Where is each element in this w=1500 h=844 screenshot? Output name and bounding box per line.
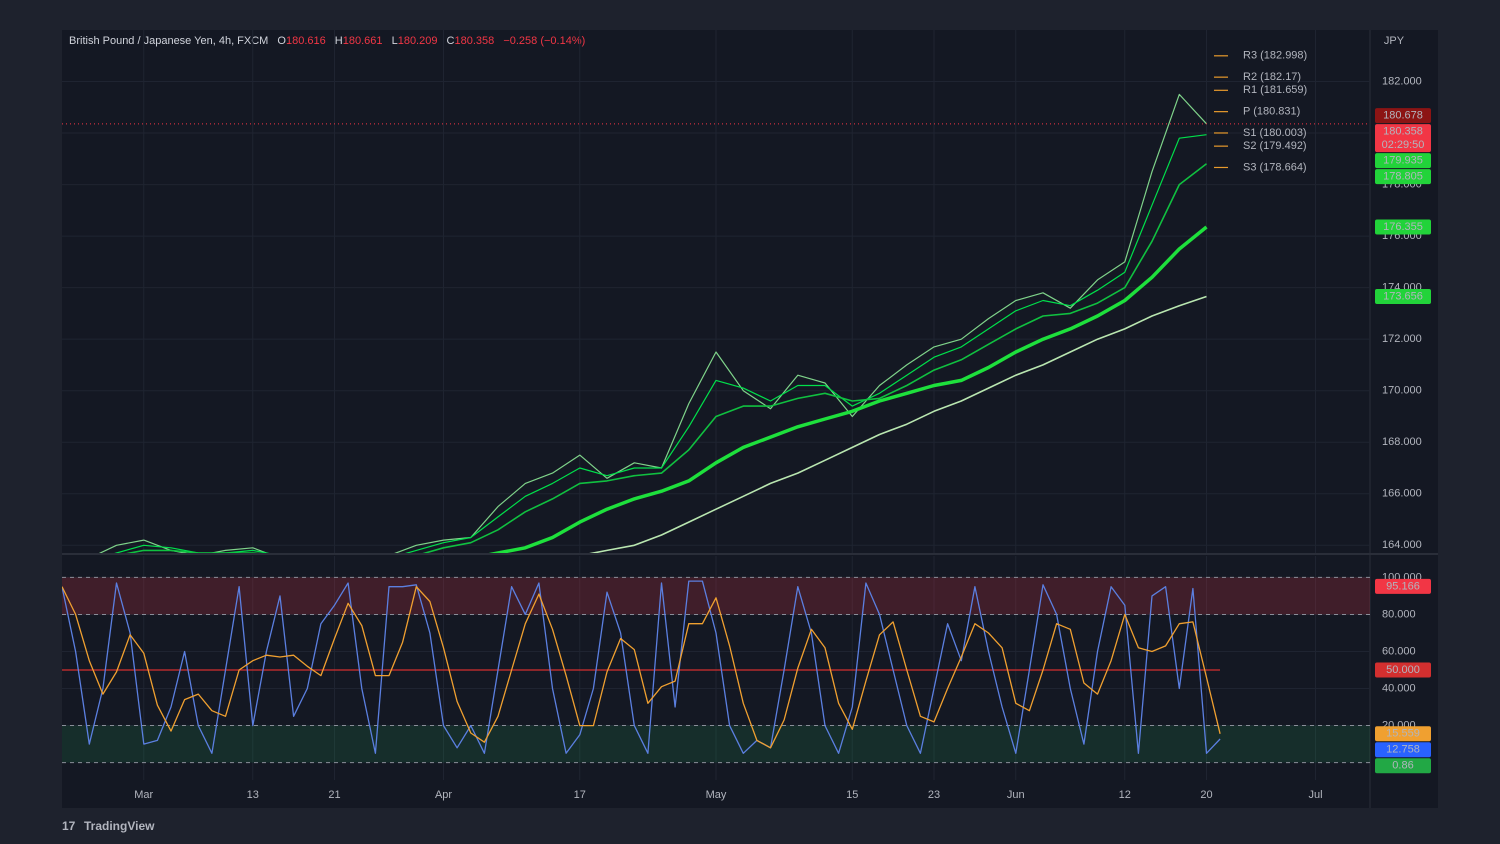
y-tick-label: 60.000 [1382, 645, 1416, 657]
series-line [98, 93, 1207, 553]
series-line [488, 225, 1208, 553]
x-tick-label: 13 [247, 789, 259, 801]
series-line [125, 163, 1207, 553]
ohlc-value: 180.616 [286, 35, 326, 47]
chart-panel [62, 30, 1438, 808]
price-tag [1375, 578, 1431, 594]
price-tag-label: 173.656 [1383, 290, 1423, 302]
x-tick-label: Jul [1308, 789, 1322, 801]
x-tick-label: Mar [134, 789, 153, 801]
price-tag-label: 176.355 [1383, 221, 1423, 233]
price-tag [1375, 124, 1431, 153]
x-tick-label: 17 [574, 789, 586, 801]
price-tag-label: 180.358 [1383, 125, 1423, 137]
x-tick-label: 20 [1200, 789, 1212, 801]
x-tick-label: 23 [928, 789, 940, 801]
zone-band [62, 577, 1370, 615]
brand-mark: 17 [62, 819, 76, 833]
series-line [589, 295, 1207, 553]
y-tick-label: 80.000 [1382, 608, 1416, 620]
price-tag [1375, 742, 1431, 758]
ohlc-prefix: H [335, 35, 343, 47]
currency-label: JPY [1384, 35, 1405, 47]
x-tick-label: 12 [1119, 789, 1131, 801]
y-tick-label: 40.000 [1382, 682, 1416, 694]
price-tag [1375, 726, 1431, 742]
price-tag-label: 95.166 [1386, 580, 1420, 592]
ohlc-prefix: O [277, 35, 286, 47]
price-change: −0.258 (−0.14%) [503, 35, 585, 47]
series-line [114, 134, 1207, 553]
ohlc-value: 180.209 [398, 35, 438, 47]
series-line [62, 580, 1221, 754]
plot-area [62, 93, 1370, 553]
x-tick-label: 15 [846, 789, 858, 801]
price-tag-label: 180.678 [1383, 109, 1423, 121]
x-tick-label: Apr [435, 789, 452, 801]
price-tag-label: 179.935 [1383, 154, 1423, 166]
symbol-title: British Pound / Japanese Yen, 4h, FXCM [69, 35, 268, 47]
y-tick-label: 182.000 [1382, 75, 1422, 87]
countdown-label: 02:29:50 [1382, 139, 1425, 151]
price-tag-label: 50.000 [1386, 664, 1420, 676]
x-tick-label: May [706, 789, 727, 801]
price-tag-label: 178.805 [1383, 170, 1423, 182]
ohlc-value: 180.661 [343, 35, 383, 47]
chart-header: British Pound / Japanese Yen, 4h, FXCM O… [69, 35, 585, 47]
x-tick-label: Jun [1007, 789, 1025, 801]
ohlc-prefix: C [447, 35, 455, 47]
pivot-label: S3 (178.664) [1243, 161, 1307, 173]
pivot-label: S1 (180.003) [1243, 127, 1307, 139]
price-tag [1375, 169, 1431, 185]
brand-logo: TradingView [84, 819, 155, 833]
price-tag [1375, 153, 1431, 169]
ohlc-value: 180.358 [454, 35, 494, 47]
plot-area [62, 576, 1370, 764]
price-tag [1375, 108, 1431, 124]
pivot-label: R2 (182.17) [1243, 71, 1301, 83]
pivot-label: R1 (181.659) [1243, 84, 1307, 96]
pivot-label: R3 (182.998) [1243, 50, 1307, 62]
zone-band [62, 725, 1370, 763]
price-tag [1375, 758, 1431, 774]
price-tag [1375, 288, 1431, 304]
pivot-label: S2 (179.492) [1243, 140, 1307, 152]
ohlc-prefix: L [392, 35, 398, 47]
y-tick-label: 166.000 [1382, 488, 1422, 500]
y-tick-label: 168.000 [1382, 436, 1422, 448]
y-tick-label: 170.000 [1382, 385, 1422, 397]
pivot-label: P (180.831) [1243, 106, 1300, 118]
price-tag-label: 0.86 [1392, 760, 1413, 772]
price-tag-label: 15.559 [1386, 728, 1420, 740]
y-tick-label: 164.000 [1382, 539, 1422, 551]
price-tag-label: 12.758 [1386, 744, 1420, 756]
price-tag [1375, 662, 1431, 678]
x-tick-label: 21 [328, 789, 340, 801]
y-tick-label: 172.000 [1382, 333, 1422, 345]
series-line [62, 586, 1221, 749]
price-tag [1375, 219, 1431, 235]
